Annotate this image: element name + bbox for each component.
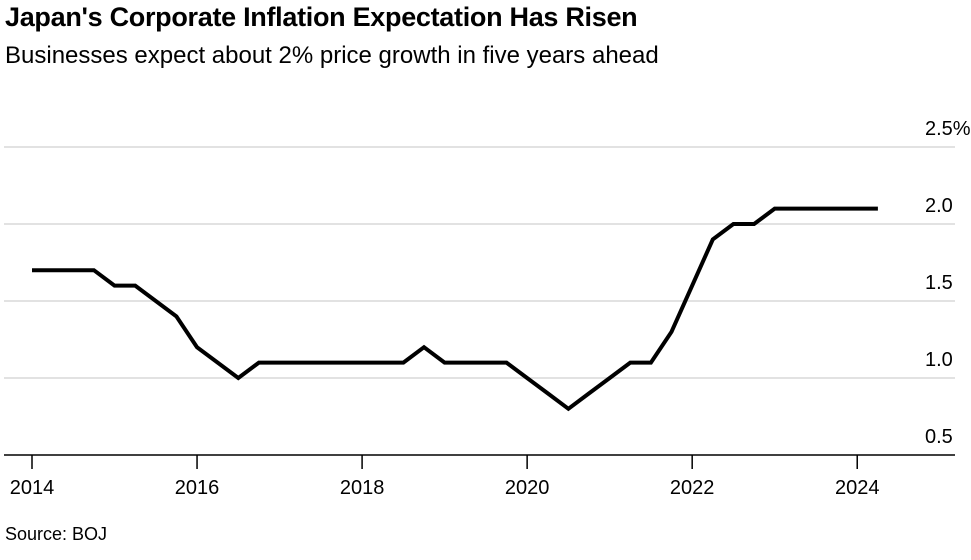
y-tick-label: 1.5: [925, 272, 953, 294]
y-tick-label: 0.5: [925, 426, 953, 448]
y-tick-label: 2.5%: [925, 118, 971, 140]
x-tick-label: 2016: [175, 477, 220, 499]
line-chart: 2.5% 2.0 1.5 1.0 0.5 2014 2016 2018 2020 2022 202…: [4, 118, 971, 499]
x-axis: [4, 454, 955, 469]
chart-title: Japan's Corporate Inflation Expectation …: [5, 2, 638, 32]
chart-subtitle: Businesses expect about 2% price growth …: [5, 42, 659, 69]
series-layer: [32, 206, 878, 412]
series-line: [32, 206, 878, 412]
x-tick-label: 2022: [670, 477, 715, 499]
x-tick-label: 2018: [340, 477, 385, 499]
y-tick-label: 2.0: [925, 195, 953, 217]
gridlines: [4, 146, 955, 379]
source-note: Source: BOJ: [5, 524, 108, 544]
x-tick-label: 2020: [505, 477, 550, 499]
y-tick-labels: 2.5% 2.0 1.5 1.0 0.5: [925, 118, 971, 448]
x-tick-labels: 2014 2016 2018 2020 2022 2024: [10, 477, 880, 499]
x-tick-label: 2014: [10, 477, 55, 499]
x-tick-label: 2024: [835, 477, 880, 499]
y-tick-label: 1.0: [925, 349, 953, 371]
